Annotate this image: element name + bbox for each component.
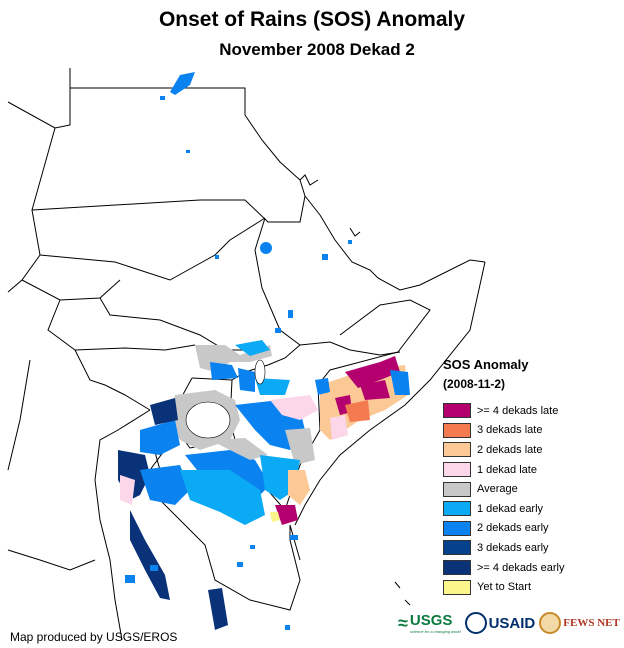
legend-item: 1 dekad early	[443, 499, 621, 519]
legend-item: 3 dekads late	[443, 421, 621, 441]
legend-label: >= 4 dekads late	[477, 404, 559, 417]
legend-swatch	[443, 462, 471, 478]
map-credit: Map produced by USGS/EROS	[10, 630, 178, 644]
legend-label: 2 dekads early	[477, 522, 549, 535]
legend-label: 2 dekads late	[477, 443, 543, 456]
legend-item: 1 dekad late	[443, 460, 621, 480]
legend-item: Average	[443, 479, 621, 499]
legend-swatch	[443, 501, 471, 517]
legend-swatch	[443, 540, 471, 556]
coast-details	[299, 174, 411, 606]
legend-item: >= 4 dekads late	[443, 401, 621, 421]
usgs-logo: ≈ USGS science for a changing world	[398, 612, 461, 634]
legend-label: 1 dekad late	[477, 463, 537, 476]
anomaly-patches	[118, 72, 410, 630]
map-title: Onset of Rains (SOS) Anomaly	[158, 8, 466, 31]
legend-swatch	[443, 442, 471, 458]
legend-item: 3 dekads early	[443, 538, 621, 558]
legend-swatch	[443, 560, 471, 576]
legend-label: 3 dekads early	[477, 541, 549, 554]
legend-swatch	[443, 481, 471, 497]
usgs-tagline: science for a changing world	[409, 629, 461, 634]
fews-logo-text: FEWS NET	[563, 617, 620, 629]
legend-label: 1 dekad early	[477, 502, 544, 515]
legend-swatch	[443, 422, 471, 438]
usgs-logo-text: USGS	[409, 612, 453, 629]
logos: ≈ USGS science for a changing world USAI…	[398, 612, 620, 634]
legend-label: Average	[477, 483, 518, 496]
legend-label: Yet to Start	[477, 581, 532, 594]
usaid-logo-text: USAID	[488, 614, 536, 632]
legend-label: >= 4 dekads early	[477, 561, 565, 574]
legend-title: SOS Anomaly	[443, 357, 529, 372]
lakes	[185, 359, 266, 439]
legend-items: >= 4 dekads late 3 dekads late 2 dekads …	[443, 401, 621, 597]
fews-net-logo: FEWS NET	[539, 612, 620, 634]
legend-swatch	[443, 403, 471, 419]
fews-seal-icon	[539, 612, 562, 634]
map-subtitle: November 2008 Dekad 2	[219, 40, 415, 59]
legend-item: 2 dekads early	[443, 519, 621, 539]
usaid-seal-icon	[464, 612, 487, 634]
legend-item: 2 dekads late	[443, 440, 621, 460]
usgs-wave-icon: ≈	[398, 612, 408, 633]
usaid-logo: USAID	[464, 612, 536, 634]
legend-swatch	[443, 579, 471, 595]
legend-item: Yet to Start	[443, 577, 621, 597]
legend-swatch	[443, 520, 471, 536]
legend: SOS Anomaly (2008-11-2) >= 4 dekads late…	[443, 356, 621, 597]
legend-label: 3 dekads late	[477, 424, 543, 437]
legend-period: (2008-11-2)	[443, 377, 506, 391]
legend-item: >= 4 dekads early	[443, 558, 621, 578]
